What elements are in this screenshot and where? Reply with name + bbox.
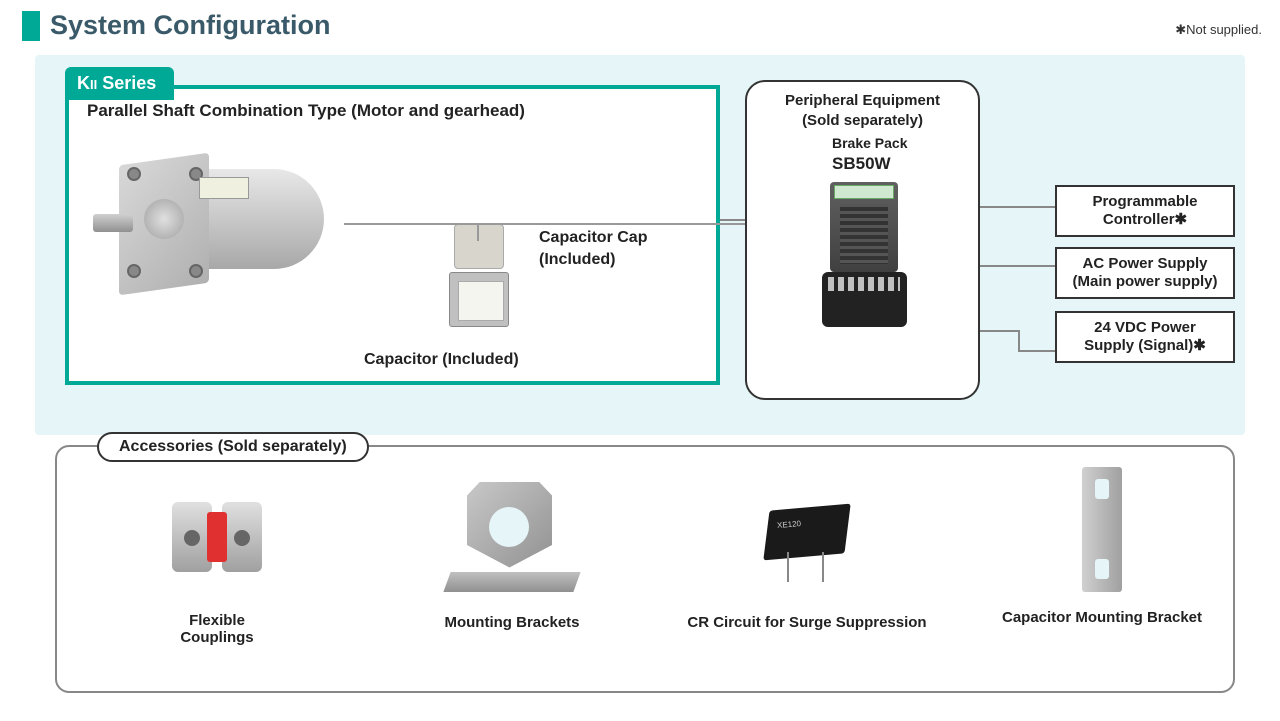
kii-badge-series: Series <box>97 73 156 93</box>
connection-line <box>1018 350 1055 352</box>
accessories-badge: Accessories (Sold separately) <box>97 432 369 462</box>
peripheral-subtitle: (Sold separately) <box>747 112 978 129</box>
flexible-coupling-illustration <box>172 502 262 577</box>
cr-circuit-illustration: XE120 <box>757 502 857 582</box>
accessories-box: Accessories (Sold separately) Flexible C… <box>55 445 1235 693</box>
brake-pack-model: SB50W <box>832 154 891 174</box>
brake-pack-label: Brake Pack <box>832 135 908 151</box>
brake-pack-illustration <box>822 182 907 332</box>
kii-badge-k: K <box>77 73 90 93</box>
main-diagram-area: KII Series Parallel Shaft Combination Ty… <box>35 55 1245 435</box>
accessory-label: Capacitor Mounting Bracket <box>987 609 1217 626</box>
capacitor-cap-label: Capacitor Cap <box>539 229 647 247</box>
accessory-capacitor-bracket: Capacitor Mounting Bracket <box>987 467 1217 626</box>
peripheral-title: Peripheral Equipment <box>747 92 978 109</box>
accessory-cr-circuit: XE120 CR Circuit for Surge Suppression <box>667 502 947 631</box>
connection-line <box>477 223 479 241</box>
kii-subtitle: Parallel Shaft Combination Type (Motor a… <box>87 101 525 121</box>
capacitor-illustration <box>444 224 514 334</box>
accessory-label: Flexible Couplings <box>147 612 287 646</box>
programmable-controller-box: Programmable Controller✱ <box>1055 185 1235 237</box>
capacitor-cap-included: (Included) <box>539 251 615 269</box>
header-accent-bar <box>22 11 40 41</box>
peripheral-equipment-box: Peripheral Equipment (Sold separately) B… <box>745 80 980 400</box>
motor-gearhead-illustration <box>89 149 339 309</box>
accessory-label: CR Circuit for Surge Suppression <box>667 614 947 631</box>
capacitor-label: Capacitor (Included) <box>364 351 519 369</box>
accessory-label: Mounting Brackets <box>427 614 597 631</box>
capacitor-bracket-illustration <box>1077 467 1127 597</box>
kii-series-badge: KII Series <box>65 67 174 100</box>
vdc-power-supply-box: 24 VDC Power Supply (Signal)✱ <box>1055 311 1235 363</box>
connection-line <box>980 265 1055 267</box>
connection-line <box>1018 330 1020 352</box>
accessory-flexible-couplings: Flexible Couplings <box>147 502 287 646</box>
mounting-bracket-illustration <box>447 482 577 592</box>
not-supplied-note: ✱Not supplied. <box>1175 22 1262 38</box>
connection-line <box>980 206 1055 208</box>
accessory-mounting-brackets: Mounting Brackets <box>427 482 597 631</box>
connection-line <box>344 223 764 225</box>
ac-power-supply-box: AC Power Supply (Main power supply) <box>1055 247 1235 299</box>
kii-series-box: KII Series Parallel Shaft Combination Ty… <box>65 85 720 385</box>
page-title: System Configuration <box>50 10 331 41</box>
connection-line <box>980 330 1020 332</box>
